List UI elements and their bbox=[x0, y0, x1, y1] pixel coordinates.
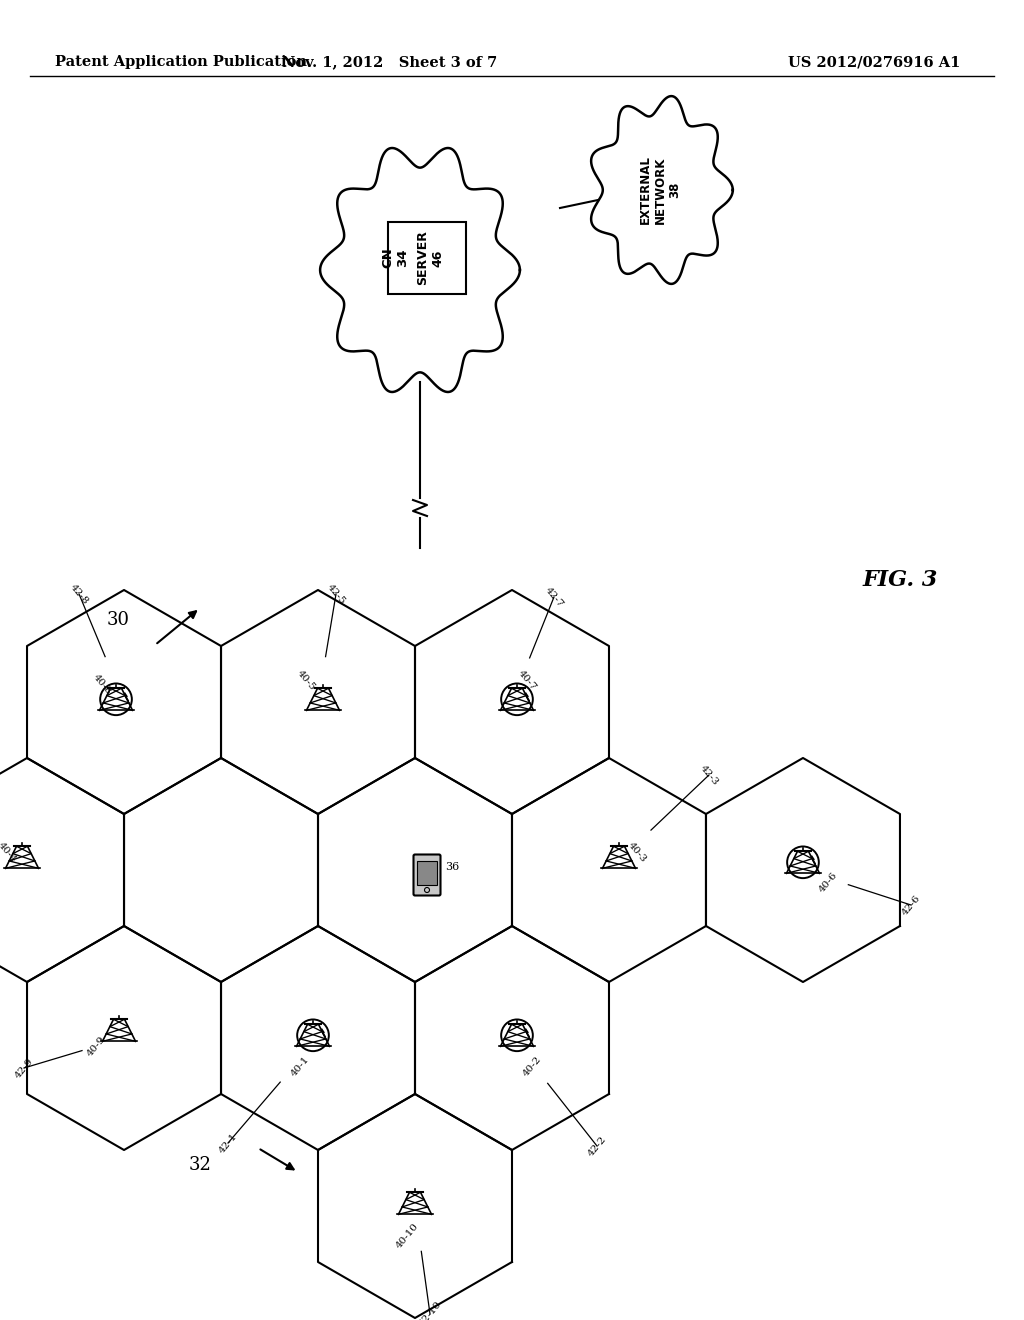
Text: US 2012/0276916 A1: US 2012/0276916 A1 bbox=[787, 55, 961, 69]
Text: 40-4: 40-4 bbox=[0, 840, 18, 863]
Text: Patent Application Publication: Patent Application Publication bbox=[55, 55, 307, 69]
Text: 42-5: 42-5 bbox=[325, 582, 347, 606]
Text: 40-10: 40-10 bbox=[394, 1221, 420, 1250]
Text: 40-8: 40-8 bbox=[91, 672, 113, 696]
Bar bbox=[417, 861, 437, 884]
Text: 42-8: 42-8 bbox=[68, 582, 90, 606]
Text: 42-9: 42-9 bbox=[13, 1056, 35, 1080]
FancyBboxPatch shape bbox=[414, 854, 440, 895]
Text: 30: 30 bbox=[106, 611, 129, 630]
Text: 40-7: 40-7 bbox=[516, 668, 538, 692]
Text: 42-7: 42-7 bbox=[543, 585, 565, 609]
Text: SERVER
46: SERVER 46 bbox=[416, 231, 444, 285]
Text: 40-2: 40-2 bbox=[521, 1055, 543, 1078]
Text: 36: 36 bbox=[445, 862, 459, 873]
Text: 42-10: 42-10 bbox=[417, 1300, 443, 1320]
Text: 40-6: 40-6 bbox=[817, 870, 839, 894]
Text: Nov. 1, 2012   Sheet 3 of 7: Nov. 1, 2012 Sheet 3 of 7 bbox=[283, 55, 498, 69]
Text: FIG. 3: FIG. 3 bbox=[862, 569, 938, 591]
Text: 40-5: 40-5 bbox=[295, 668, 317, 692]
Text: 42-6: 42-6 bbox=[900, 894, 922, 917]
Text: 40-3: 40-3 bbox=[626, 840, 648, 863]
Text: 42-3: 42-3 bbox=[698, 763, 720, 787]
Text: 40-9: 40-9 bbox=[85, 1034, 106, 1057]
Text: 42-1: 42-1 bbox=[217, 1131, 239, 1155]
Text: 32: 32 bbox=[188, 1156, 211, 1173]
Text: 40-1: 40-1 bbox=[289, 1055, 311, 1078]
Bar bbox=[388, 222, 466, 294]
Text: 42-2: 42-2 bbox=[586, 1134, 608, 1158]
Text: EXTERNAL
NETWORK
38: EXTERNAL NETWORK 38 bbox=[639, 156, 682, 224]
Text: CN
34: CN 34 bbox=[381, 248, 409, 268]
